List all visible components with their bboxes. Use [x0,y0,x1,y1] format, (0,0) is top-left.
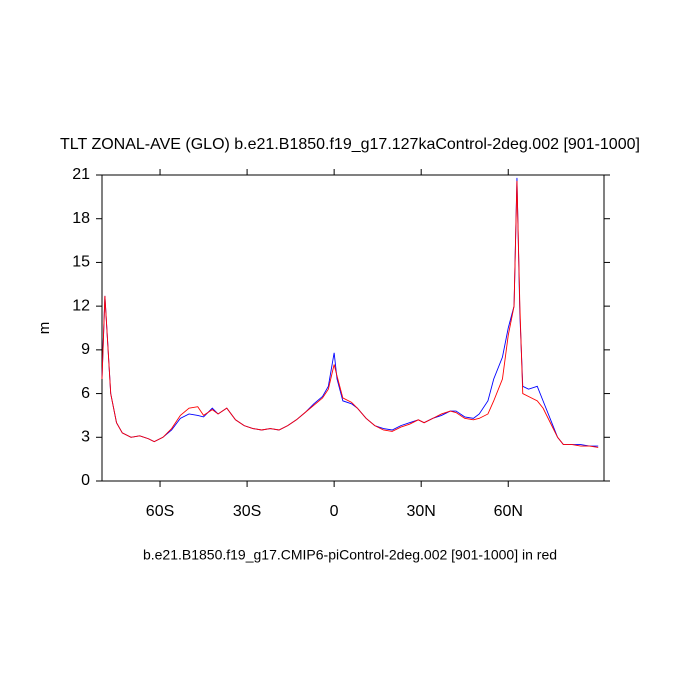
x-tick-label: 30S [233,503,261,520]
y-tick-label: 12 [72,297,90,314]
data-line [101,180,599,448]
chart-title: TLT ZONAL-AVE (GLO) b.e21.B1850.f19_g17.… [60,136,640,153]
x-axis-label: b.e21.B1850.f19_g17.CMIP6-piControl-2deg… [143,547,557,563]
plot-frame [101,174,605,482]
y-tick-label: 6 [81,385,90,402]
y-tick-label: 3 [81,429,90,446]
x-tick-label: 30N [407,503,436,520]
y-tick-label: 18 [72,210,90,227]
y-tick-label: 0 [81,472,90,489]
y-tick-label: 9 [81,341,90,358]
x-tick-label: 60S [146,503,174,520]
data-line [101,177,599,447]
y-tick-label: 15 [72,254,90,271]
x-tick-label: 0 [330,503,339,520]
x-tick-label: 60N [494,503,523,520]
y-tick-label: 21 [72,166,90,183]
y-axis-label: m [36,322,53,335]
